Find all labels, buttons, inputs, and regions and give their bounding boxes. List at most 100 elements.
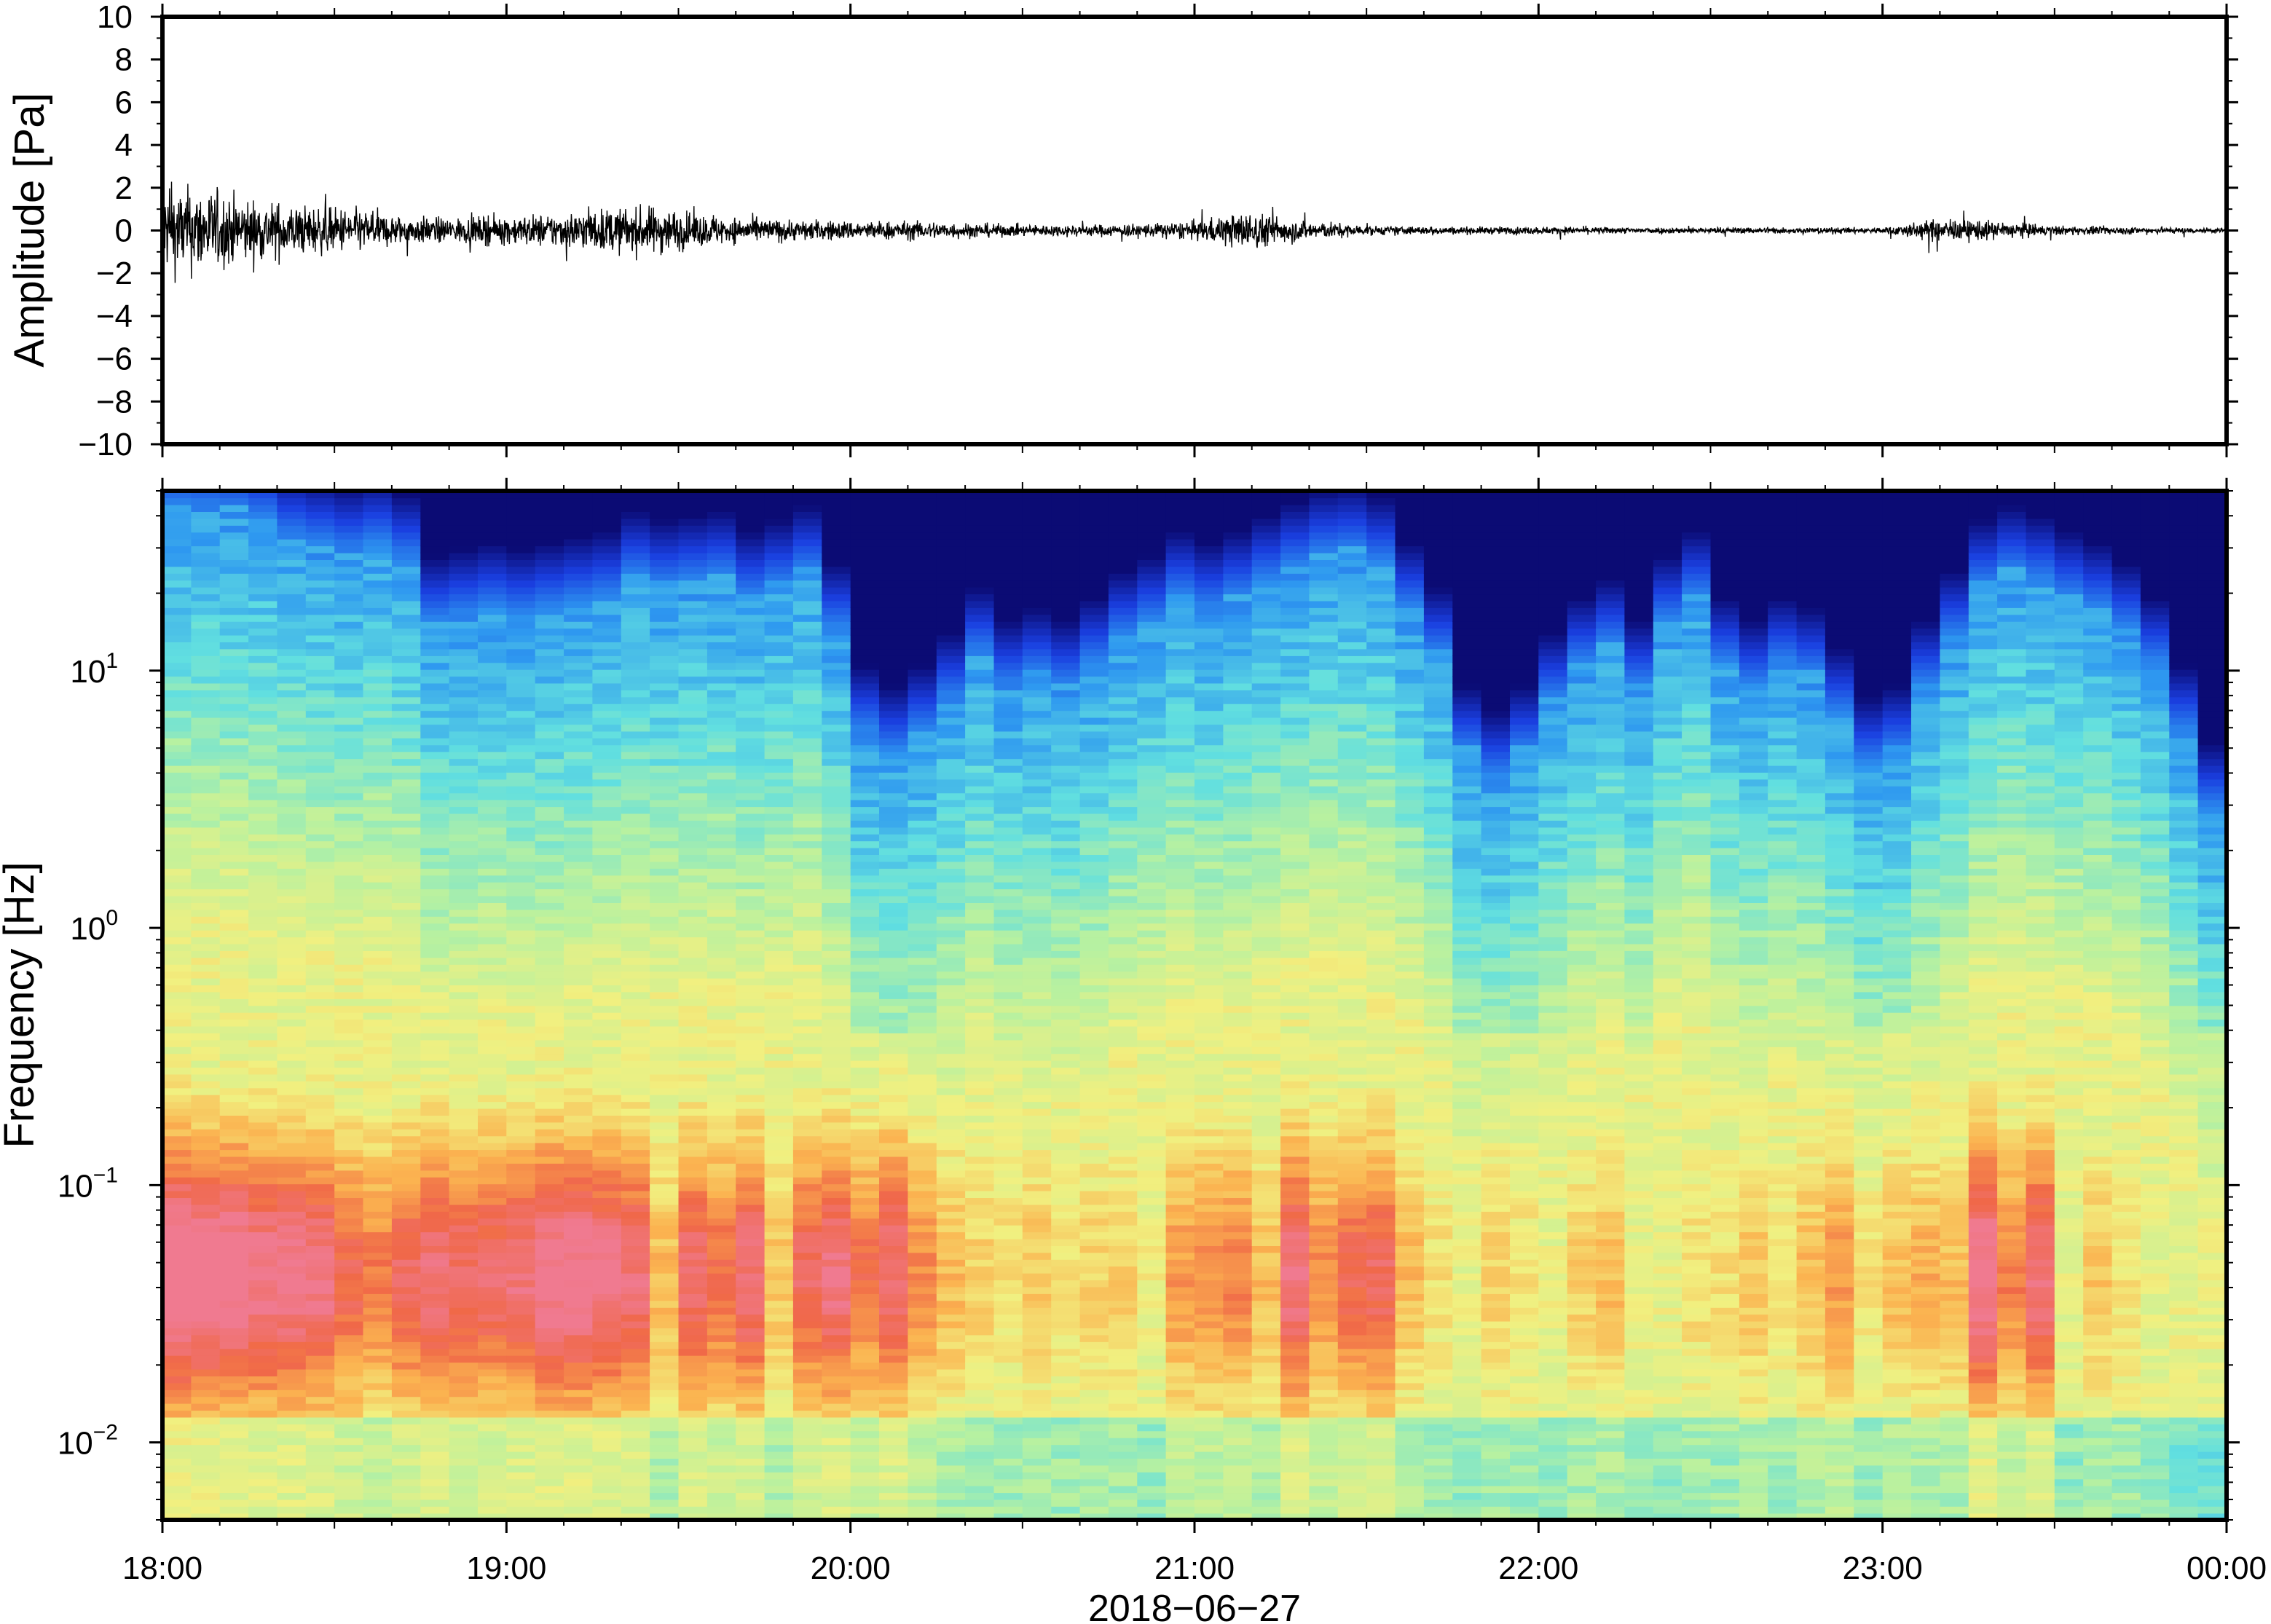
spectrogram-cell: [219, 1163, 249, 1171]
spectrogram-cell: [736, 1403, 765, 1411]
spectrogram-cell: [219, 937, 249, 945]
spectrogram-cell: [363, 1390, 393, 1398]
spectrogram-cell: [822, 1492, 851, 1500]
spectrogram-cell: [1051, 655, 1081, 663]
spectrogram-cell: [736, 827, 765, 835]
spectrogram-cell: [191, 786, 221, 794]
spectrogram-cell: [879, 594, 909, 602]
spectrogram-cell: [564, 662, 594, 670]
spectrogram-cell: [248, 1224, 278, 1233]
spectrogram-cell: [334, 648, 364, 656]
spectrogram-cell: [162, 1204, 192, 1212]
spectrogram-cell: [478, 662, 508, 670]
spectrogram-cell: [792, 1005, 823, 1013]
spectrogram-cell: [219, 1458, 249, 1466]
spectrogram-cell: [478, 943, 508, 951]
spectrogram-cell: [449, 1320, 479, 1328]
spectrogram-cell: [822, 916, 851, 924]
spectrogram-cell: [621, 682, 650, 690]
spectrogram-cell: [449, 1376, 479, 1384]
spectrogram-cell: [305, 1513, 335, 1520]
spectrogram-cell: [908, 1218, 937, 1226]
spectrogram-cell: [822, 957, 851, 965]
spectrogram-cell: [792, 1163, 823, 1171]
spectrogram-cell: [792, 786, 823, 794]
spectrogram-cell: [305, 1382, 335, 1390]
spectrogram-cell: [363, 545, 393, 553]
spectrogram-cell: [1022, 1156, 1052, 1164]
spectrogram-cell: [707, 1341, 737, 1349]
spectrogram-cell: [822, 895, 851, 903]
spectrogram-cell: [736, 1328, 765, 1336]
spectrogram-cell: [936, 1095, 966, 1103]
spectrogram-cell: [621, 1513, 650, 1520]
spectrogram-cell: [162, 545, 192, 553]
spectrogram-cell: [277, 1197, 307, 1205]
spectrogram-cell: [191, 1355, 221, 1363]
spectrogram-cell: [219, 895, 249, 903]
spectrogram-cell: [764, 1430, 794, 1438]
spectrogram-cell: [1022, 566, 1052, 574]
spectrogram-cell: [191, 525, 221, 533]
spectrogram-cell: [334, 1197, 364, 1205]
spectrogram-cell: [1051, 1012, 1081, 1020]
spectrogram-cell: [420, 545, 450, 553]
spectrogram-cell: [792, 909, 823, 917]
spectrogram-cell: [162, 511, 192, 519]
spectrogram-cell: [305, 1300, 335, 1308]
spectrogram-cell: [1079, 1328, 1109, 1336]
spectrogram-cell: [650, 916, 680, 924]
spectrogram-cell: [420, 1355, 450, 1363]
spectrogram-cell: [792, 765, 823, 773]
spectrogram-cell: [506, 1190, 536, 1198]
spectrogram-cell: [993, 1095, 1023, 1103]
spectrogram-cell: [792, 1513, 823, 1520]
spectrogram-cell: [334, 532, 364, 540]
spectrogram-cell: [1051, 491, 1081, 499]
spectrogram-cell: [850, 1033, 880, 1041]
spectrogram-cell: [191, 573, 221, 581]
spectrogram-cell: [1022, 1238, 1052, 1246]
spectrogram-cell: [391, 1293, 422, 1301]
spectrogram-cell: [305, 1046, 335, 1055]
spectrogram-cell: [449, 1465, 479, 1473]
spectrogram-cell: [391, 895, 422, 903]
spectrogram-cell: [334, 1163, 364, 1171]
spectrogram-cell: [879, 1087, 909, 1095]
spectrogram-cell: [678, 573, 708, 581]
spectrogram-cell: [277, 1307, 307, 1315]
spectrogram-cell: [936, 1300, 966, 1308]
spectrogram-cell: [621, 1238, 650, 1246]
spectrogram-cell: [219, 861, 249, 869]
spectrogram-cell: [707, 1485, 737, 1494]
spectrogram-cell: [449, 1300, 479, 1308]
spectrogram-cell: [248, 744, 278, 752]
spectrogram-cell: [564, 1033, 594, 1041]
spectrogram-cell: [822, 964, 851, 972]
spectrogram-cell: [535, 1266, 564, 1274]
spectrogram-cell: [420, 1314, 450, 1322]
spectrogram-cell: [449, 998, 479, 1006]
spectrogram-cell: [478, 834, 508, 842]
spectrogram-cell: [879, 1368, 909, 1376]
spectrogram-cell: [965, 847, 995, 855]
spectrogram-cell: [391, 628, 422, 636]
spectrogram-cell: [850, 957, 880, 965]
spectrogram-cell: [1051, 1410, 1081, 1418]
spectrogram-cell: [191, 752, 221, 760]
spectrogram-cell: [850, 703, 880, 712]
spectrogram-cell: [764, 730, 794, 738]
spectrogram-cell: [965, 1149, 995, 1157]
spectrogram-cell: [678, 1341, 708, 1349]
spectrogram-cell: [248, 1266, 278, 1274]
spectrogram-cell: [248, 1438, 278, 1446]
spectrogram-cell: [1022, 1320, 1052, 1328]
spectrogram-cell: [678, 703, 708, 712]
spectrogram-cell: [965, 586, 995, 595]
spectrogram-cell: [564, 765, 594, 773]
spectrogram-cell: [1051, 1368, 1081, 1376]
spectrogram-cell: [822, 1362, 851, 1370]
spectrogram-cell: [965, 758, 995, 766]
spectrogram-cell: [391, 1492, 422, 1500]
spectrogram-cell: [277, 669, 307, 677]
